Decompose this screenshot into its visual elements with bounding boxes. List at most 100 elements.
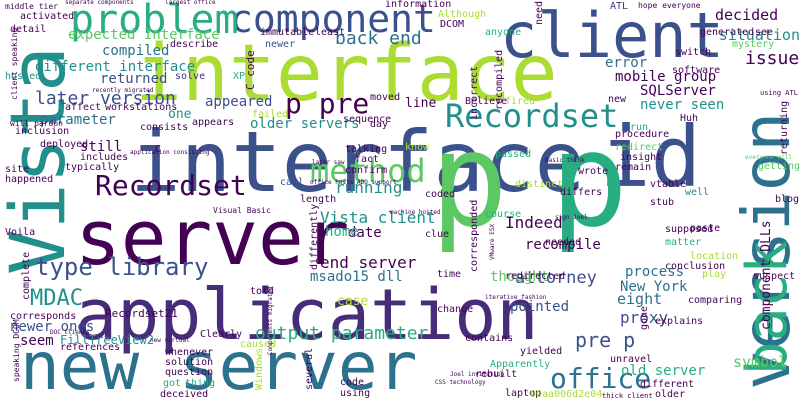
word-recordset21: Recordset21 xyxy=(105,307,178,320)
word-switch: switch xyxy=(675,47,712,58)
word-deceived: deceived xyxy=(160,389,209,400)
word-thought: thought xyxy=(490,269,550,285)
word-vtable: vtable xyxy=(650,179,687,190)
word-still: still xyxy=(80,139,123,155)
word-call: call xyxy=(280,177,305,188)
word-running: running xyxy=(335,178,403,197)
word-eight: eight xyxy=(617,290,663,308)
word-several: several xyxy=(304,347,315,390)
word-c: C xyxy=(155,144,162,155)
word-coded: coded xyxy=(425,189,456,200)
word-conclusion: conclusion xyxy=(665,261,726,272)
word-detail: detail xyxy=(10,24,47,35)
word-newer-ones: newer ones xyxy=(10,319,95,335)
word-compiled: compiled xyxy=(102,43,170,59)
word-play: play xyxy=(702,269,727,280)
word-type-library: type library xyxy=(35,253,209,281)
word-remain: remain xyxy=(615,162,652,173)
word-method: method xyxy=(310,152,426,190)
word-new-virtual: new virtual xyxy=(150,337,190,344)
word-matter: matter xyxy=(665,237,702,248)
word-day: day xyxy=(370,119,389,130)
word-mdac: MDAC xyxy=(30,286,83,311)
word-rebuilt: rebuilt xyxy=(475,369,518,380)
word-know: know xyxy=(405,142,430,153)
word-references: references xyxy=(60,342,121,353)
word-atl: ATL xyxy=(610,1,629,12)
word-issue: issue xyxy=(745,48,800,69)
word-told: told xyxy=(250,286,275,297)
word-office: office xyxy=(550,362,652,395)
word-although: Although xyxy=(438,9,487,20)
word-incorrect: incorrect xyxy=(469,65,480,120)
word-suspect: suspect xyxy=(753,271,796,282)
word-iterative-fashion: iterative fashion xyxy=(485,294,547,301)
word-application-consisting: application consisting xyxy=(130,149,210,156)
word-wrote: wrote xyxy=(578,166,609,177)
word-msado15-dll: msado15 dll xyxy=(310,269,403,285)
word-distinct: distinct xyxy=(515,179,564,190)
word-output-parameter: output parameter xyxy=(255,323,429,344)
word-code: code xyxy=(340,377,365,388)
word-end-server: end server xyxy=(320,253,417,272)
word-using: using xyxy=(340,388,371,399)
word-unravel: unravel xyxy=(610,354,653,365)
word-sqlserver: SQLServer xyxy=(640,83,716,99)
word-gone: gone xyxy=(639,305,650,330)
word-expected-interface: expected Interface xyxy=(68,27,220,43)
word-clearly: Clearly xyxy=(200,329,243,340)
word-paste: paste xyxy=(690,223,721,234)
word-different-interface: different interface xyxy=(35,59,196,75)
word-blog: blog xyxy=(775,194,800,205)
word-clue: clue xyxy=(425,229,450,240)
word-fired: fired xyxy=(505,96,536,107)
word-fact: fact xyxy=(355,154,380,165)
word-different: different xyxy=(640,379,695,390)
word-well: well xyxy=(685,187,710,198)
word-vmware-esx: VMware ESX xyxy=(489,223,496,260)
word-server: server xyxy=(75,193,350,282)
word-proxy: proxy xyxy=(620,308,669,327)
word-passed: passed xyxy=(495,149,532,160)
word-change: change xyxy=(437,304,474,315)
word-situation: situation xyxy=(718,26,800,44)
word-parameter: parameter xyxy=(40,112,116,128)
word-returned: returned xyxy=(100,71,168,87)
word-speaking-dcom: speaking DCOM xyxy=(12,319,21,382)
word-xp: XP xyxy=(233,71,246,82)
word-corresponds: corresponds xyxy=(10,311,77,322)
word-inclusion: inclusion xyxy=(15,126,70,137)
word-css-technology: CSS technology xyxy=(435,379,486,386)
word-comparing: comparing xyxy=(688,295,743,306)
word-hope-everyone: hope everyone xyxy=(638,1,701,10)
word-middle-tier: middle tier xyxy=(5,2,58,11)
word-needed: needed xyxy=(545,237,582,248)
word-sequence: sequence xyxy=(343,114,392,125)
word-newer: newer xyxy=(265,39,296,50)
word-complete: complete xyxy=(21,251,32,300)
word-error: error xyxy=(605,55,648,71)
word-differs: differs xyxy=(560,187,603,198)
word-insight: insight xyxy=(620,152,663,163)
word-workstations: workstations xyxy=(105,102,178,113)
word-components-migrated: Components migrated xyxy=(267,286,274,355)
word-consists: consists xyxy=(140,122,189,133)
word-stub: stub xyxy=(650,197,675,208)
word-length: length xyxy=(300,194,337,205)
word-new-server: new server xyxy=(20,328,418,400)
word-basic-think: Basic think xyxy=(545,157,585,164)
word-laptop: laptop xyxy=(505,388,542,399)
word-information: information xyxy=(385,0,452,10)
word-pointed: pointed xyxy=(510,299,570,315)
word-case: case xyxy=(337,294,369,309)
word-application: application xyxy=(75,274,539,356)
word-home: home xyxy=(325,224,359,240)
word-huh: Huh xyxy=(680,113,699,124)
word-seem: seem xyxy=(20,333,54,349)
word-never-seen: never seen xyxy=(640,97,725,113)
word-older-servers: older servers xyxy=(250,116,360,132)
word-problem: problem xyxy=(70,0,239,43)
word-least: least xyxy=(315,27,346,38)
word-recordset: Recordset xyxy=(445,97,619,135)
